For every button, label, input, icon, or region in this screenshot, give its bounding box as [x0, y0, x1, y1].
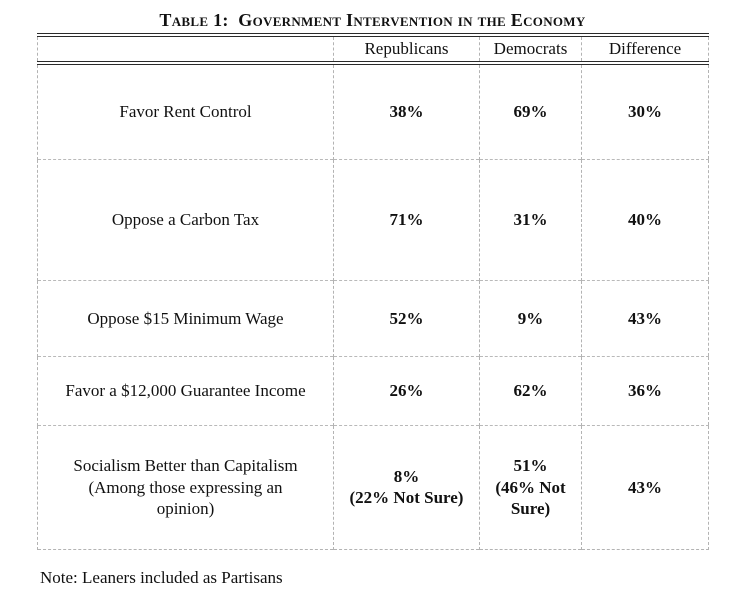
table-title: Table 1: Government Intervention in the … — [159, 10, 586, 30]
row-label: Oppose $15 Minimum Wage — [37, 279, 334, 357]
republicans-value: 71% — [333, 158, 480, 281]
table-row: Favor a $12,000 Guarantee Income 26% 62%… — [37, 355, 709, 426]
republicans-value: 26% — [333, 355, 480, 426]
democrats-value: 31% — [479, 158, 582, 281]
results-table: Republicans Democrats Difference Favor R… — [37, 33, 709, 550]
republicans-value: 38% — [333, 62, 480, 160]
row-label: Favor a $12,000 Guarantee Income — [37, 355, 334, 426]
table-note: Note: Leaners included as Partisans — [40, 567, 283, 587]
header-cell-empty — [37, 35, 334, 66]
republicans-value: 52% — [333, 279, 480, 357]
difference-value: 30% — [581, 62, 709, 160]
table-row: Socialism Better than Capitalism (Among … — [37, 424, 709, 550]
header-cell-democrats: Democrats — [479, 35, 582, 66]
difference-value: 40% — [581, 158, 709, 281]
democrats-value: 9% — [479, 279, 582, 357]
democrats-value: 51% (46% Not Sure) — [479, 424, 582, 550]
republicans-value: 8% (22% Not Sure) — [333, 424, 480, 550]
democrats-value: 69% — [479, 62, 582, 160]
table-row: Oppose $15 Minimum Wage 52% 9% 43% — [37, 279, 709, 357]
row-label: Socialism Better than Capitalism (Among … — [37, 424, 334, 550]
table-row: Oppose a Carbon Tax 71% 31% 40% — [37, 158, 709, 281]
header-cell-difference: Difference — [581, 35, 709, 66]
democrats-value: 62% — [479, 355, 582, 426]
header-row: Republicans Democrats Difference — [37, 35, 709, 66]
table-row: Favor Rent Control 38% 69% 30% — [37, 62, 709, 160]
row-label: Favor Rent Control — [37, 62, 334, 160]
difference-value: 43% — [581, 424, 709, 550]
header-cell-republicans: Republicans — [333, 35, 480, 66]
row-label: Oppose a Carbon Tax — [37, 158, 334, 281]
difference-value: 36% — [581, 355, 709, 426]
difference-value: 43% — [581, 279, 709, 357]
